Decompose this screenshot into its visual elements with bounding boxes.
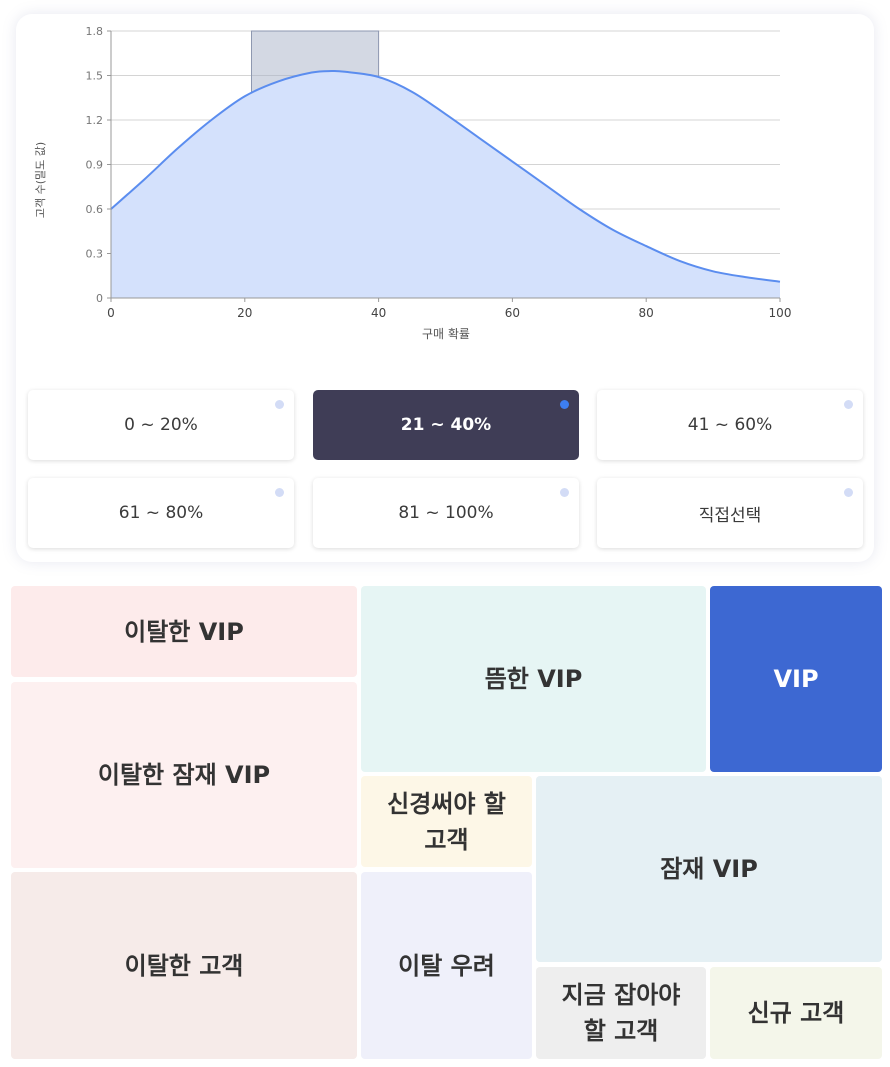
density-chart: 0 0.3 0.6 0.9 1.2 1.5 1.8 0 20 40 60 80 100 구매 확률 고객… [34,25,792,341]
range-option-label: 61 ~ 80% [118,503,204,523]
distribution-card: 0 0.3 0.6 0.9 1.2 1.5 1.8 0 20 40 60 80 100 구매 확률 고객… [16,14,874,562]
segment-vip[interactable]: VIP [710,586,882,772]
segment-label-line-2: 할 고객 [583,1017,659,1045]
x-tick-label: 80 [639,306,654,320]
radio-dot-icon [560,400,569,409]
segment-churned-potential-vip[interactable]: 이탈한 잠재 VIP [11,682,357,868]
y-tick-label: 0 [96,292,103,305]
x-tick-label: 60 [505,306,520,320]
segment-label-line-1: 신경써야 할 [387,789,506,818]
range-option-custom[interactable]: 직접선택 [597,478,863,548]
x-axis-label: 구매 확률 [422,327,470,341]
range-option-21-40[interactable]: 21 ~ 40% [313,390,579,460]
range-option-label: 41 ~ 60% [687,415,773,435]
range-option-label: 0 ~ 20% [124,415,198,435]
range-option-label: 직접선택 [698,505,762,526]
y-tick-label: 0.9 [86,159,104,172]
y-tick-label: 0.3 [86,248,104,261]
segment-churned-vip[interactable]: 이탈한 VIP [11,586,357,677]
x-tick-label: 40 [371,306,386,320]
radio-dot-icon [844,488,853,497]
range-option-41-60[interactable]: 41 ~ 60% [597,390,863,460]
radio-dot-icon [844,400,853,409]
x-tick-label: 100 [769,306,792,320]
segment-at-risk[interactable]: 이탈 우려 [361,872,532,1059]
radio-dot-icon [275,488,284,497]
segment-label: 이탈한 잠재 VIP [97,761,271,789]
y-tick-label: 0.6 [86,203,104,216]
segment-infrequent-vip[interactable]: 뜸한 VIP [361,586,706,772]
segment-label-line-1: 지금 잡아야 [561,981,681,1009]
density-area-fill [111,70,780,298]
y-tick-label: 1.8 [86,25,104,38]
range-option-81-100[interactable]: 81 ~ 100% [313,478,579,548]
range-option-label: 21 ~ 40% [400,415,492,435]
radio-dot-icon [275,400,284,409]
segment-label: 뜸한 VIP [484,665,583,693]
segment-label: VIP [773,665,819,693]
range-option-0-20[interactable]: 0 ~ 20% [28,390,294,460]
segment-needs-attention[interactable]: 신경써야 할 고객 [361,776,532,867]
x-tick-label: 0 [107,306,115,320]
segment-potential-vip[interactable]: 잠재 VIP [536,776,882,962]
radio-dot-icon [560,488,569,497]
segment-label: 잠재 VIP [660,855,758,883]
segment-label: 이탈한 VIP [124,617,244,646]
segment-label: 신규 고객 [747,999,845,1027]
segment-label-line-2: 고객 [424,825,469,854]
range-option-label: 81 ~ 100% [398,503,494,523]
segment-new-customer[interactable]: 신규 고객 [710,967,882,1059]
x-tick-label: 20 [237,306,252,320]
segment-churned-customer[interactable]: 이탈한 고객 [11,872,357,1059]
y-tick-label: 1.2 [86,114,104,127]
y-axis-label: 고객 수(밀도 값) [34,142,47,218]
density-curve-line [110,69,781,283]
segment-label: 이탈 우려 [398,951,495,980]
segment-must-retain-now[interactable]: 지금 잡아야 할 고객 [536,967,706,1059]
range-option-61-80[interactable]: 61 ~ 80% [28,478,294,548]
segment-label: 이탈한 고객 [124,951,244,980]
y-tick-label: 1.5 [86,70,104,83]
